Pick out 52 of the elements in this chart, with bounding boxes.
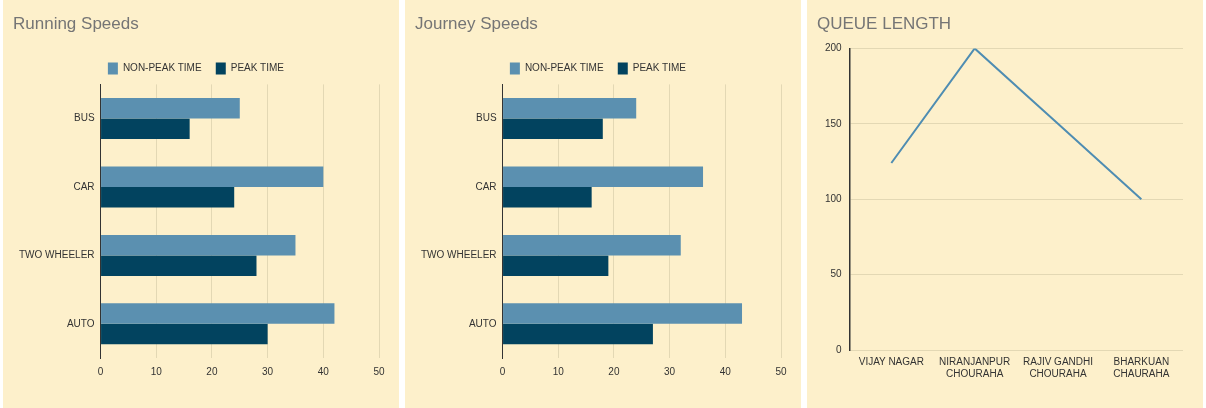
legend-label: NON-PEAK TIME bbox=[524, 62, 604, 74]
x-tick-label: 50 bbox=[775, 365, 787, 377]
x-tick-label: VIJAY NAGAR bbox=[858, 355, 924, 367]
bar bbox=[101, 303, 335, 324]
bar bbox=[101, 234, 296, 256]
bar bbox=[101, 255, 257, 276]
bar bbox=[101, 323, 268, 345]
legend-label: PEAK TIME bbox=[632, 62, 687, 74]
y-tick-label: CAR bbox=[73, 180, 95, 192]
y-tick-label: AUTO bbox=[66, 317, 95, 329]
bar bbox=[503, 98, 637, 119]
x-tick-label: 50 bbox=[373, 365, 385, 377]
x-tick-label: BHARKUAN CHAURAHA bbox=[1113, 355, 1170, 379]
bar bbox=[503, 166, 704, 187]
bar bbox=[503, 303, 743, 324]
y-tick-label: 150 bbox=[825, 117, 843, 129]
chart-title: QUEUE LENGTH bbox=[817, 13, 952, 33]
bar bbox=[503, 187, 592, 208]
x-tick-label: 40 bbox=[317, 365, 330, 377]
y-tick-label: BUS bbox=[73, 112, 95, 124]
x-tick-label: 0 bbox=[97, 365, 104, 377]
x-tick-label: NIRANJANPUR CHOURAHA bbox=[939, 355, 1011, 379]
x-tick-label: 40 bbox=[719, 365, 732, 377]
x-tick-label: 30 bbox=[664, 365, 676, 377]
bar bbox=[101, 187, 235, 208]
chart-title: Journey Speeds bbox=[415, 13, 538, 33]
y-tick-label: TWO WHEELER bbox=[420, 249, 497, 261]
x-tick-label: 0 bbox=[499, 365, 506, 377]
y-tick-label: 50 bbox=[830, 268, 843, 280]
x-tick-label: 20 bbox=[206, 365, 218, 377]
bar bbox=[503, 255, 609, 276]
bar bbox=[101, 98, 240, 119]
bar bbox=[503, 118, 603, 140]
chart-title: Running Speeds bbox=[13, 13, 139, 33]
y-tick-label: BUS bbox=[475, 112, 497, 124]
y-tick-label: 100 bbox=[825, 192, 843, 204]
bar bbox=[503, 323, 653, 345]
x-tick-label: 10 bbox=[150, 365, 163, 377]
y-tick-label: TWO WHEELER bbox=[18, 249, 95, 261]
legend-label: PEAK TIME bbox=[230, 62, 285, 74]
x-tick-label: 30 bbox=[262, 365, 274, 377]
bar bbox=[503, 234, 681, 256]
y-tick-label: CAR bbox=[475, 180, 497, 192]
y-tick-label: 0 bbox=[836, 343, 843, 355]
x-tick-label: 10 bbox=[552, 365, 565, 377]
y-tick-label: AUTO bbox=[468, 317, 497, 329]
legend-label: NON-PEAK TIME bbox=[122, 62, 202, 74]
x-tick-label: 20 bbox=[608, 365, 620, 377]
bar bbox=[101, 166, 324, 187]
y-tick-label: 200 bbox=[825, 42, 843, 54]
bar bbox=[101, 118, 190, 140]
x-tick-label: RAJIV GANDHI CHOURAHA bbox=[1023, 355, 1094, 379]
